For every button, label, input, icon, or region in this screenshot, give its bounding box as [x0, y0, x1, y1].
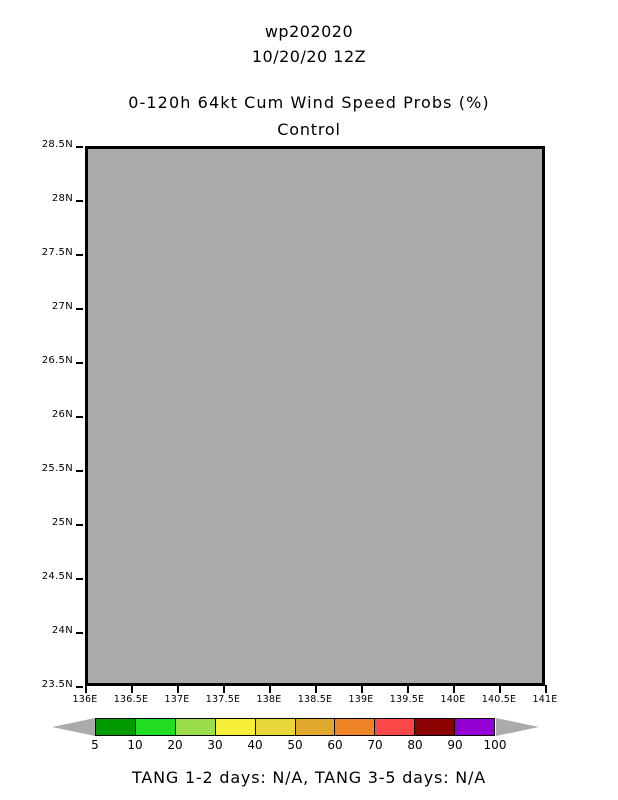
colorbar-tick-label: 30 — [207, 738, 223, 752]
colorbar-tick-label: 90 — [447, 738, 463, 752]
longitude-tick-mark — [361, 685, 363, 693]
probability-field-canvas — [88, 149, 542, 683]
colorbar-swatch — [215, 719, 256, 735]
colorbar-right-arrow-icon — [496, 718, 539, 736]
latitude-tick-label: 25.5N — [41, 463, 73, 474]
colorbar-swatch — [455, 719, 495, 735]
longitude-tick-mark — [315, 685, 317, 693]
longitude-tick-mark — [499, 685, 501, 693]
colorbar-swatch — [96, 719, 136, 735]
longitude-tick-mark — [177, 685, 179, 693]
longitude-tick-mark — [545, 685, 547, 693]
latitude-tick-mark — [76, 254, 83, 256]
latitude-tick-mark — [76, 470, 83, 472]
colorbar-swatches — [95, 718, 495, 736]
latitude-tick-label: 24.5N — [41, 571, 73, 582]
longitude-tick-mark — [223, 685, 225, 693]
longitude-tick-label: 136E — [72, 694, 98, 705]
latitude-tick-mark — [76, 578, 83, 580]
longitude-tick-label: 139E — [348, 694, 374, 705]
latitude-tick-label: 26.5N — [41, 355, 73, 366]
colorbar-tick-label: 5 — [91, 738, 99, 752]
longitude-tick-label: 139.5E — [389, 694, 425, 705]
colorbar-swatch — [375, 719, 416, 735]
colorbar-swatch — [295, 719, 336, 735]
latitude-tick-mark — [76, 200, 83, 202]
latitude-tick-label: 28.5N — [41, 139, 73, 150]
latitude-tick-mark — [76, 632, 83, 634]
product-title: 0-120h 64kt Cum Wind Speed Probs (%) — [128, 93, 490, 112]
latitude-tick-label: 24N — [51, 625, 73, 636]
tang-footer-text: TANG 1-2 days: N/A, TANG 3-5 days: N/A — [132, 768, 486, 787]
longitude-tick-label: 136.5E — [113, 694, 149, 705]
longitude-tick-mark — [453, 685, 455, 693]
colorbar-tick-label: 50 — [287, 738, 303, 752]
longitude-tick-label: 138E — [256, 694, 282, 705]
latitude-tick-label: 26N — [51, 409, 73, 420]
probability-colorbar: 5 10 20 30 40 50 60 70 80 90 100 — [0, 710, 618, 755]
longitude-tick-label: 137.5E — [205, 694, 241, 705]
longitude-tick-label: 138.5E — [297, 694, 333, 705]
longitude-tick-mark — [131, 685, 133, 693]
latitude-tick-label: 27N — [51, 301, 73, 312]
colorbar-swatch — [255, 719, 296, 735]
latitude-tick-mark — [76, 416, 83, 418]
map-plot-area — [85, 146, 545, 686]
latitude-tick-mark — [76, 524, 83, 526]
colorbar-tick-label: 80 — [407, 738, 423, 752]
longitude-tick-label: 137E — [164, 694, 190, 705]
colorbar-tick-label: 40 — [247, 738, 263, 752]
latitude-tick-mark — [76, 686, 83, 688]
latitude-tick-label: 25N — [51, 517, 73, 528]
longitude-tick-mark — [407, 685, 409, 693]
colorbar-tick-label: 70 — [367, 738, 383, 752]
longitude-tick-mark — [269, 685, 271, 693]
latitude-tick-label: 27.5N — [41, 247, 73, 258]
colorbar-left-arrow-icon — [52, 718, 95, 736]
colorbar-tick-label: 10 — [127, 738, 143, 752]
longitude-tick-label: 140.5E — [481, 694, 517, 705]
colorbar-swatch — [335, 719, 376, 735]
latitude-tick-mark — [76, 146, 83, 148]
latitude-tick-mark — [76, 362, 83, 364]
latitude-tick-label: 28N — [51, 193, 73, 204]
longitude-tick-mark — [85, 685, 87, 693]
colorbar-swatch — [175, 719, 216, 735]
latitude-tick-mark — [76, 308, 83, 310]
latitude-tick-label: 23.5N — [41, 679, 73, 690]
colorbar-swatch — [415, 719, 456, 735]
storm-id-title: wp202020 — [264, 22, 354, 41]
chart-subtitle: Control — [277, 120, 341, 139]
datetime-title: 10/20/20 12Z — [251, 47, 367, 66]
colorbar-tick-label: 60 — [327, 738, 343, 752]
colorbar-tick-label: 20 — [167, 738, 183, 752]
colorbar-swatch — [135, 719, 176, 735]
longitude-tick-label: 141E — [532, 694, 558, 705]
longitude-tick-label: 140E — [440, 694, 466, 705]
colorbar-tick-label: 100 — [483, 738, 507, 752]
